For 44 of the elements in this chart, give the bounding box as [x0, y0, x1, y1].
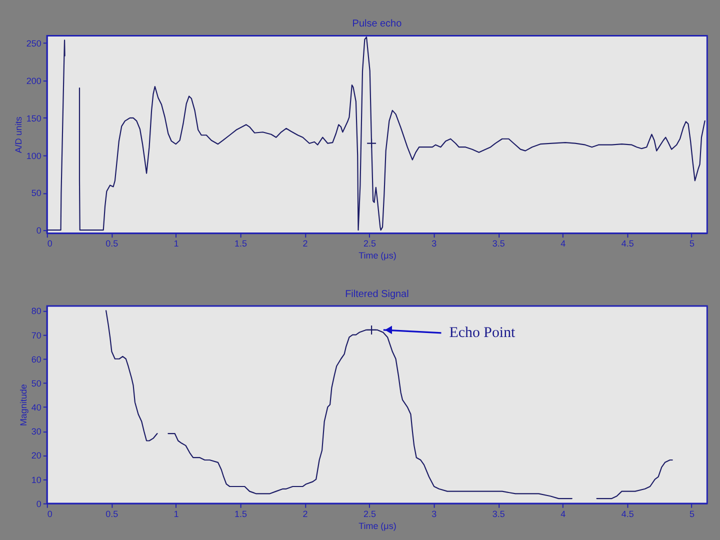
x-tick-label: 4: [560, 238, 566, 249]
x-tick-label: 2.5: [363, 238, 376, 249]
x-tick-label: 4.5: [621, 238, 634, 249]
x-tick-label: 1.5: [234, 238, 248, 249]
x-tick-label: 5: [690, 238, 695, 249]
y-tick-label: 250: [26, 38, 42, 49]
x-tick-label: 3.5: [492, 508, 505, 519]
y-tick-label: 20: [31, 450, 42, 461]
x-tick-label: 2.5: [363, 508, 376, 519]
x-tick-label: 3: [432, 508, 437, 519]
x-axis-title: Time (μs): [358, 250, 396, 261]
x-tick-label: 0: [47, 508, 52, 519]
x-tick-label: 1: [174, 238, 179, 249]
y-axis-title: A/D units: [13, 116, 24, 154]
x-tick-label: 3: [432, 238, 437, 249]
x-tick-label: 0.5: [106, 508, 118, 519]
x-tick-label: 0: [47, 238, 52, 249]
annotation: Echo Point: [449, 324, 516, 341]
x-tick-label: 5: [690, 508, 695, 519]
chart-title: Pulse echo: [352, 18, 402, 30]
y-tick-label: 50: [31, 378, 42, 388]
x-tick-label: 2: [302, 508, 308, 519]
y-tick-label: 0: [36, 226, 42, 236]
y-tick-label: 150: [26, 113, 42, 124]
y-tick-label: 60: [31, 354, 42, 364]
y-tick-label: 30: [31, 426, 42, 437]
x-tick-label: 4: [560, 508, 566, 519]
y-axis-title: Magnitude: [18, 384, 28, 426]
x-tick-label: 4.5: [621, 508, 634, 519]
y-tick-label: 10: [31, 474, 42, 485]
y-tick-label: 70: [31, 330, 42, 340]
x-axis-title: Time (μs): [358, 520, 396, 531]
x-tick-label: 1: [174, 508, 179, 519]
x-tick-label: 0.5: [106, 238, 118, 249]
x-tick-label: 2: [302, 238, 308, 249]
y-tick-label: 80: [31, 306, 42, 316]
chart-title: Filtered Signal: [345, 288, 409, 300]
x-tick-label: 3.5: [492, 238, 505, 249]
y-tick-label: 0: [36, 498, 42, 509]
y-tick-label: 50: [31, 188, 42, 198]
y-tick-label: 40: [31, 402, 42, 413]
y-tick-label: 100: [26, 150, 42, 161]
x-tick-label: 1.5: [234, 508, 248, 519]
y-tick-label: 200: [26, 76, 42, 86]
